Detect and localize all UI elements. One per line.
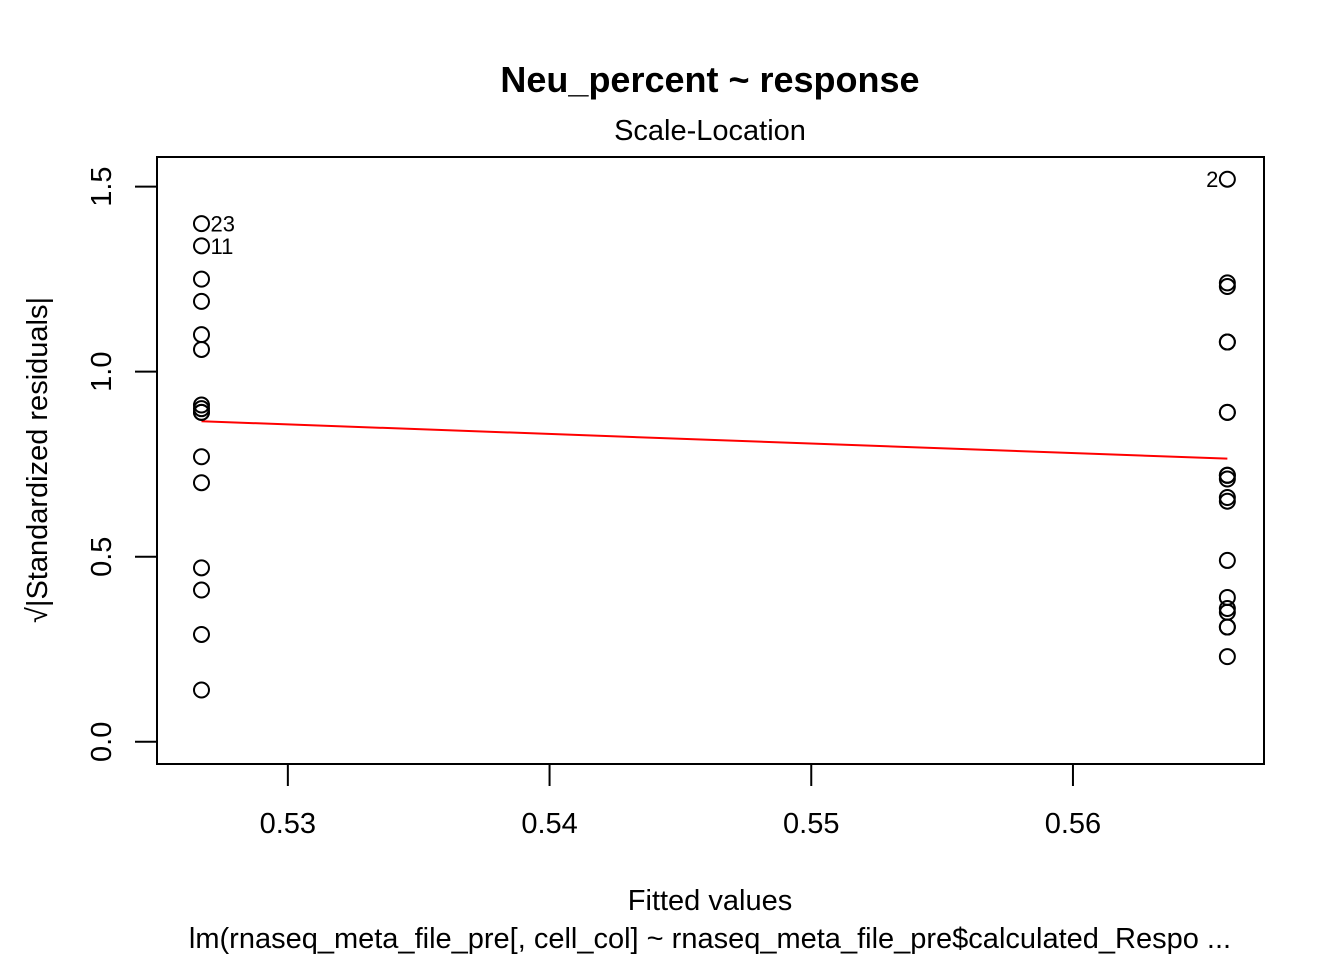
- point-label: 2: [1206, 167, 1218, 192]
- x-tick-label: 0.55: [783, 808, 839, 840]
- y-axis-label: √|Standardized residuals|: [22, 297, 54, 623]
- data-point: [1218, 489, 1236, 507]
- smooth-line: [201, 420, 1228, 460]
- data-point: [192, 403, 210, 421]
- data-point: [1218, 170, 1236, 188]
- data-point: [192, 326, 210, 344]
- y-tick-label: 1.0: [86, 352, 118, 392]
- data-point: [192, 215, 210, 233]
- model-caption: lm(rnaseq_meta_file_pre[, cell_col] ~ rn…: [189, 923, 1231, 955]
- data-point: [192, 292, 210, 310]
- data-point: [192, 340, 210, 358]
- plot-frame: [156, 156, 1265, 765]
- chart-subtitle: Scale-Location: [614, 115, 806, 147]
- data-point: [192, 681, 210, 699]
- data-point: [1218, 278, 1236, 296]
- x-axis-label: Fitted values: [628, 885, 792, 917]
- y-tick-label: 0.0: [86, 722, 118, 762]
- x-tick-label: 0.54: [521, 808, 577, 840]
- x-tick-label: 0.53: [260, 808, 316, 840]
- data-point: [1218, 466, 1236, 484]
- y-tick-label: 1.5: [86, 166, 118, 206]
- data-point: [192, 400, 210, 418]
- data-point: [192, 474, 210, 492]
- data-point: [1218, 551, 1236, 569]
- data-point: [192, 625, 210, 643]
- point-label: 11: [210, 234, 233, 259]
- data-point: [1218, 492, 1236, 510]
- data-point: [1218, 333, 1236, 351]
- data-point: [1218, 470, 1236, 488]
- data-point: [1218, 618, 1236, 636]
- data-point: [192, 270, 210, 288]
- data-point: [1218, 274, 1236, 292]
- chart-title: Neu_percent ~ response: [500, 59, 919, 100]
- data-point: [192, 581, 210, 599]
- data-point: [1218, 403, 1236, 421]
- data-point: [1218, 648, 1236, 666]
- data-point: [192, 237, 210, 255]
- data-point: [1218, 603, 1236, 621]
- data-point: [192, 448, 210, 466]
- x-axis: 0.53 0.54 0.55 0.56: [260, 764, 1101, 840]
- x-tick-label: 0.56: [1045, 808, 1101, 840]
- data-point: [1218, 600, 1236, 618]
- y-tick-label: 0.5: [86, 537, 118, 577]
- point-label: 23: [210, 212, 234, 237]
- data-point: [192, 559, 210, 577]
- y-axis: 0.0 0.5 1.0 1.5: [86, 166, 157, 762]
